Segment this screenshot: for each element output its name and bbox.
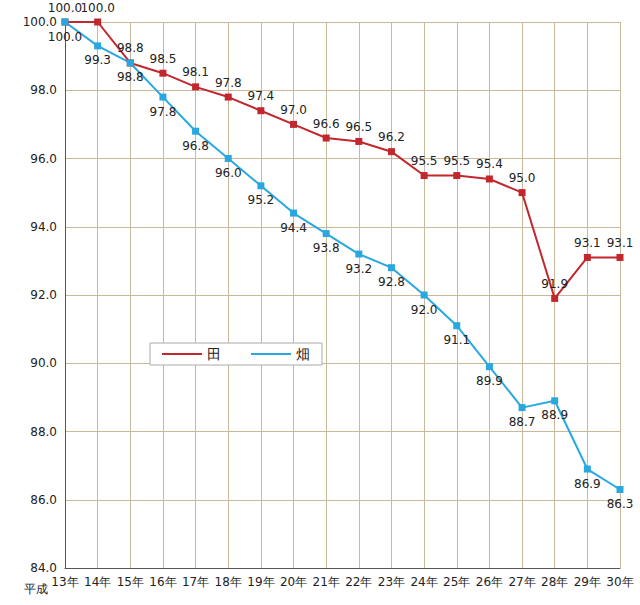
svg-text:98.8: 98.8 xyxy=(117,41,144,55)
svg-text:86.9: 86.9 xyxy=(574,477,601,491)
svg-text:30年: 30年 xyxy=(606,575,633,589)
svg-text:94.0: 94.0 xyxy=(30,220,57,234)
svg-text:98.5: 98.5 xyxy=(150,52,177,66)
svg-text:88.7: 88.7 xyxy=(509,415,536,429)
svg-text:96.0: 96.0 xyxy=(215,166,242,180)
svg-text:91.1: 91.1 xyxy=(443,333,470,347)
svg-text:93.1: 93.1 xyxy=(574,236,601,250)
svg-text:98.0: 98.0 xyxy=(30,83,57,97)
svg-text:99.3: 99.3 xyxy=(84,53,111,67)
svg-text:16年: 16年 xyxy=(149,575,176,589)
svg-text:96.8: 96.8 xyxy=(182,139,209,153)
svg-text:95.5: 95.5 xyxy=(411,154,438,168)
svg-text:97.8: 97.8 xyxy=(150,105,177,119)
svg-text:91.9: 91.9 xyxy=(541,277,568,291)
svg-text:100.0: 100.0 xyxy=(80,1,114,15)
svg-text:96.2: 96.2 xyxy=(378,130,405,144)
svg-text:89.9: 89.9 xyxy=(476,374,503,388)
svg-text:95.4: 95.4 xyxy=(476,157,503,171)
svg-text:95.0: 95.0 xyxy=(509,171,536,185)
svg-text:100.0: 100.0 xyxy=(48,30,82,44)
svg-text:92.0: 92.0 xyxy=(30,288,57,302)
svg-text:田: 田 xyxy=(207,346,221,362)
svg-text:94.4: 94.4 xyxy=(280,221,307,235)
svg-text:28年: 28年 xyxy=(541,575,568,589)
svg-text:100.0: 100.0 xyxy=(48,1,82,15)
svg-text:95.5: 95.5 xyxy=(443,154,470,168)
svg-text:93.1: 93.1 xyxy=(607,236,634,250)
svg-text:84.0: 84.0 xyxy=(30,561,57,575)
svg-text:97.0: 97.0 xyxy=(280,103,307,117)
svg-text:22年: 22年 xyxy=(345,575,372,589)
svg-text:92.0: 92.0 xyxy=(411,303,438,317)
svg-text:98.8: 98.8 xyxy=(117,70,144,84)
svg-text:98.1: 98.1 xyxy=(182,65,209,79)
svg-text:19年: 19年 xyxy=(247,575,274,589)
svg-text:26年: 26年 xyxy=(476,575,503,589)
svg-text:96.0: 96.0 xyxy=(30,152,57,166)
svg-text:86.3: 86.3 xyxy=(607,497,634,511)
svg-text:97.8: 97.8 xyxy=(215,76,242,90)
svg-text:25年: 25年 xyxy=(443,575,470,589)
svg-text:95.2: 95.2 xyxy=(248,193,275,207)
svg-text:92.8: 92.8 xyxy=(378,275,405,289)
svg-text:17年: 17年 xyxy=(182,575,209,589)
svg-text:畑: 畑 xyxy=(296,346,310,362)
svg-text:23年: 23年 xyxy=(378,575,405,589)
svg-text:93.2: 93.2 xyxy=(345,262,372,276)
svg-text:15年: 15年 xyxy=(117,575,144,589)
svg-text:20年: 20年 xyxy=(280,575,307,589)
svg-text:平成: 平成 xyxy=(24,582,48,596)
svg-text:96.5: 96.5 xyxy=(345,120,372,134)
svg-text:97.4: 97.4 xyxy=(248,89,275,103)
svg-text:96.6: 96.6 xyxy=(313,117,340,131)
svg-text:13年: 13年 xyxy=(51,575,78,589)
svg-text:86.0: 86.0 xyxy=(30,493,57,507)
svg-text:29年: 29年 xyxy=(574,575,601,589)
svg-text:88.9: 88.9 xyxy=(541,408,568,422)
svg-text:18年: 18年 xyxy=(215,575,242,589)
svg-text:88.0: 88.0 xyxy=(30,425,57,439)
svg-text:21年: 21年 xyxy=(313,575,340,589)
svg-text:93.8: 93.8 xyxy=(313,241,340,255)
svg-text:90.0: 90.0 xyxy=(30,356,57,370)
svg-text:27年: 27年 xyxy=(508,575,535,589)
svg-text:24年: 24年 xyxy=(410,575,437,589)
svg-text:14年: 14年 xyxy=(84,575,111,589)
svg-text:100.0: 100.0 xyxy=(23,15,57,29)
